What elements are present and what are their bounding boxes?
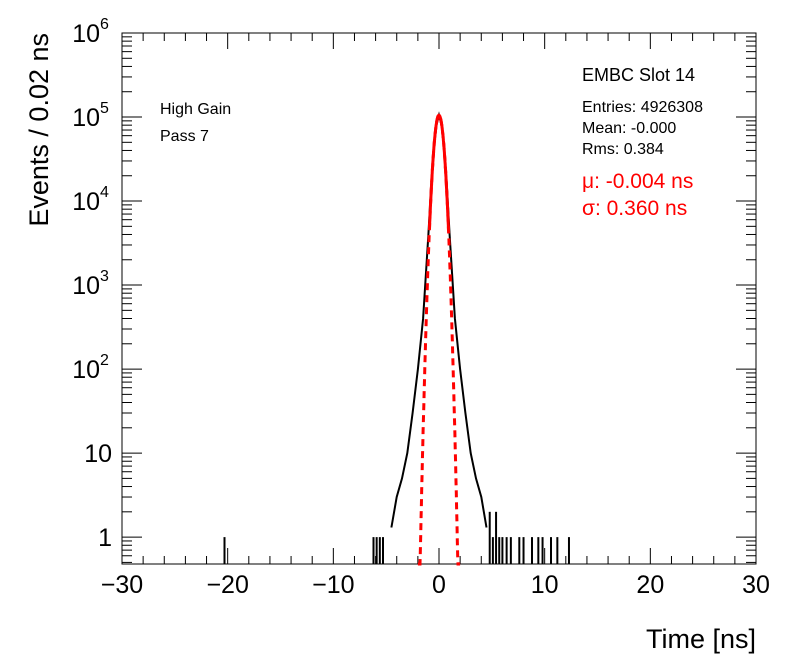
x-tick-label: 20 xyxy=(636,571,664,599)
annotation-pass: Pass 7 xyxy=(160,128,209,145)
y-tick-exponent: 2 xyxy=(100,352,109,369)
x-tick-label: −20 xyxy=(206,571,248,599)
y-tick-label: 1 xyxy=(98,524,112,552)
gaussian-fit-solid-curve xyxy=(428,113,450,231)
y-axis-ticks xyxy=(122,32,756,563)
stats-entries: Entries: 4926308 xyxy=(582,99,703,116)
x-tick-label: 10 xyxy=(531,571,559,599)
y-tick-exponent: 3 xyxy=(100,268,109,285)
x-tick-label: 30 xyxy=(742,571,770,599)
stats-rms: Rms: 0.384 xyxy=(582,141,664,158)
histogram-core-series xyxy=(390,111,488,528)
y-tick-exponent: 5 xyxy=(100,100,109,117)
histogram-bars xyxy=(223,511,570,564)
y-tick-exponent: 6 xyxy=(100,16,109,33)
y-tick-label: 10 xyxy=(72,104,100,132)
y-tick-label: 10 xyxy=(72,20,100,48)
y-tick-label: 10 xyxy=(72,356,100,384)
x-tick-label: 0 xyxy=(432,571,446,599)
x-axis-tick-labels: −30 −20 −10 0 10 20 30 xyxy=(101,571,770,599)
x-axis-ticks xyxy=(121,33,757,564)
x-tick-label: −30 xyxy=(101,571,143,599)
stats-mean: Mean: -0.000 xyxy=(582,120,676,137)
y-axis-label: Events / 0.02 ns xyxy=(24,33,54,227)
fit-mu: μ: -0.004 ns xyxy=(582,170,693,193)
y-tick-label: 10 xyxy=(84,440,112,468)
y-tick-exponent: 4 xyxy=(100,184,109,201)
x-tick-label: −10 xyxy=(312,571,354,599)
y-tick-label: 10 xyxy=(72,188,100,216)
chart-title: EMBC Slot 14 xyxy=(582,65,695,85)
x-axis-label: Time [ns] xyxy=(646,624,756,654)
fit-sigma: σ: 0.360 ns xyxy=(582,197,687,220)
annotation-gain: High Gain xyxy=(160,101,231,118)
y-tick-label: 10 xyxy=(72,272,100,300)
gaussian-fit-dashed-curve xyxy=(417,113,461,566)
